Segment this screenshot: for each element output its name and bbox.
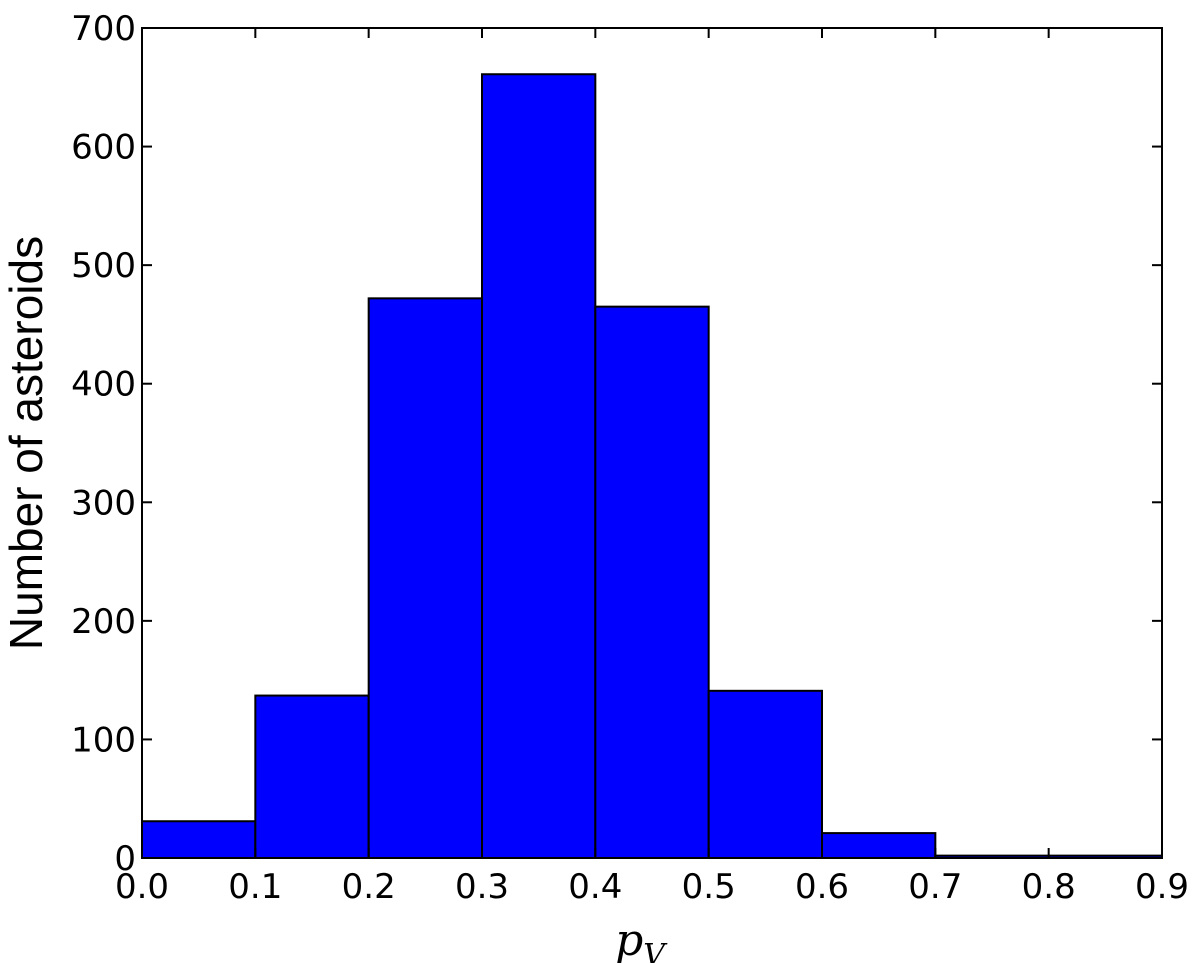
x-axis-label-sub: V: [643, 938, 668, 963]
bar: [481, 73, 597, 859]
x-tick-label: 0.9: [1135, 867, 1189, 907]
x-axis-label-base: p: [615, 915, 643, 963]
x-tick-label: 0.6: [795, 867, 849, 907]
x-tick-label: 0.7: [908, 867, 962, 907]
x-tick-label: 0.0: [115, 867, 169, 907]
y-tick-label: 200: [71, 602, 136, 642]
y-tick-label: 500: [71, 246, 136, 286]
x-tick-label: 0.3: [455, 867, 509, 907]
y-tick-label: 600: [71, 128, 136, 168]
x-tick-label: 0.2: [342, 867, 396, 907]
bar: [254, 694, 370, 859]
y-tick-label: 300: [71, 483, 136, 523]
y-tick-label: 0: [114, 839, 136, 879]
y-tick-label: 400: [71, 365, 136, 405]
bar: [594, 305, 710, 859]
bar: [367, 297, 483, 860]
y-tick-label: 100: [71, 720, 136, 760]
x-axis-label: pV: [615, 915, 668, 963]
bar: [707, 689, 824, 859]
plot-frame: [141, 27, 1163, 859]
x-tick-label: 0.4: [568, 867, 622, 907]
x-tick-label: 0.1: [228, 867, 282, 907]
x-tick-label: 0.5: [682, 867, 736, 907]
y-tick-label: 700: [71, 9, 136, 49]
bar: [141, 820, 257, 859]
x-tick-label: 0.8: [1022, 867, 1076, 907]
y-axis-label: Number of asteroids: [0, 236, 52, 650]
bar: [821, 832, 937, 859]
